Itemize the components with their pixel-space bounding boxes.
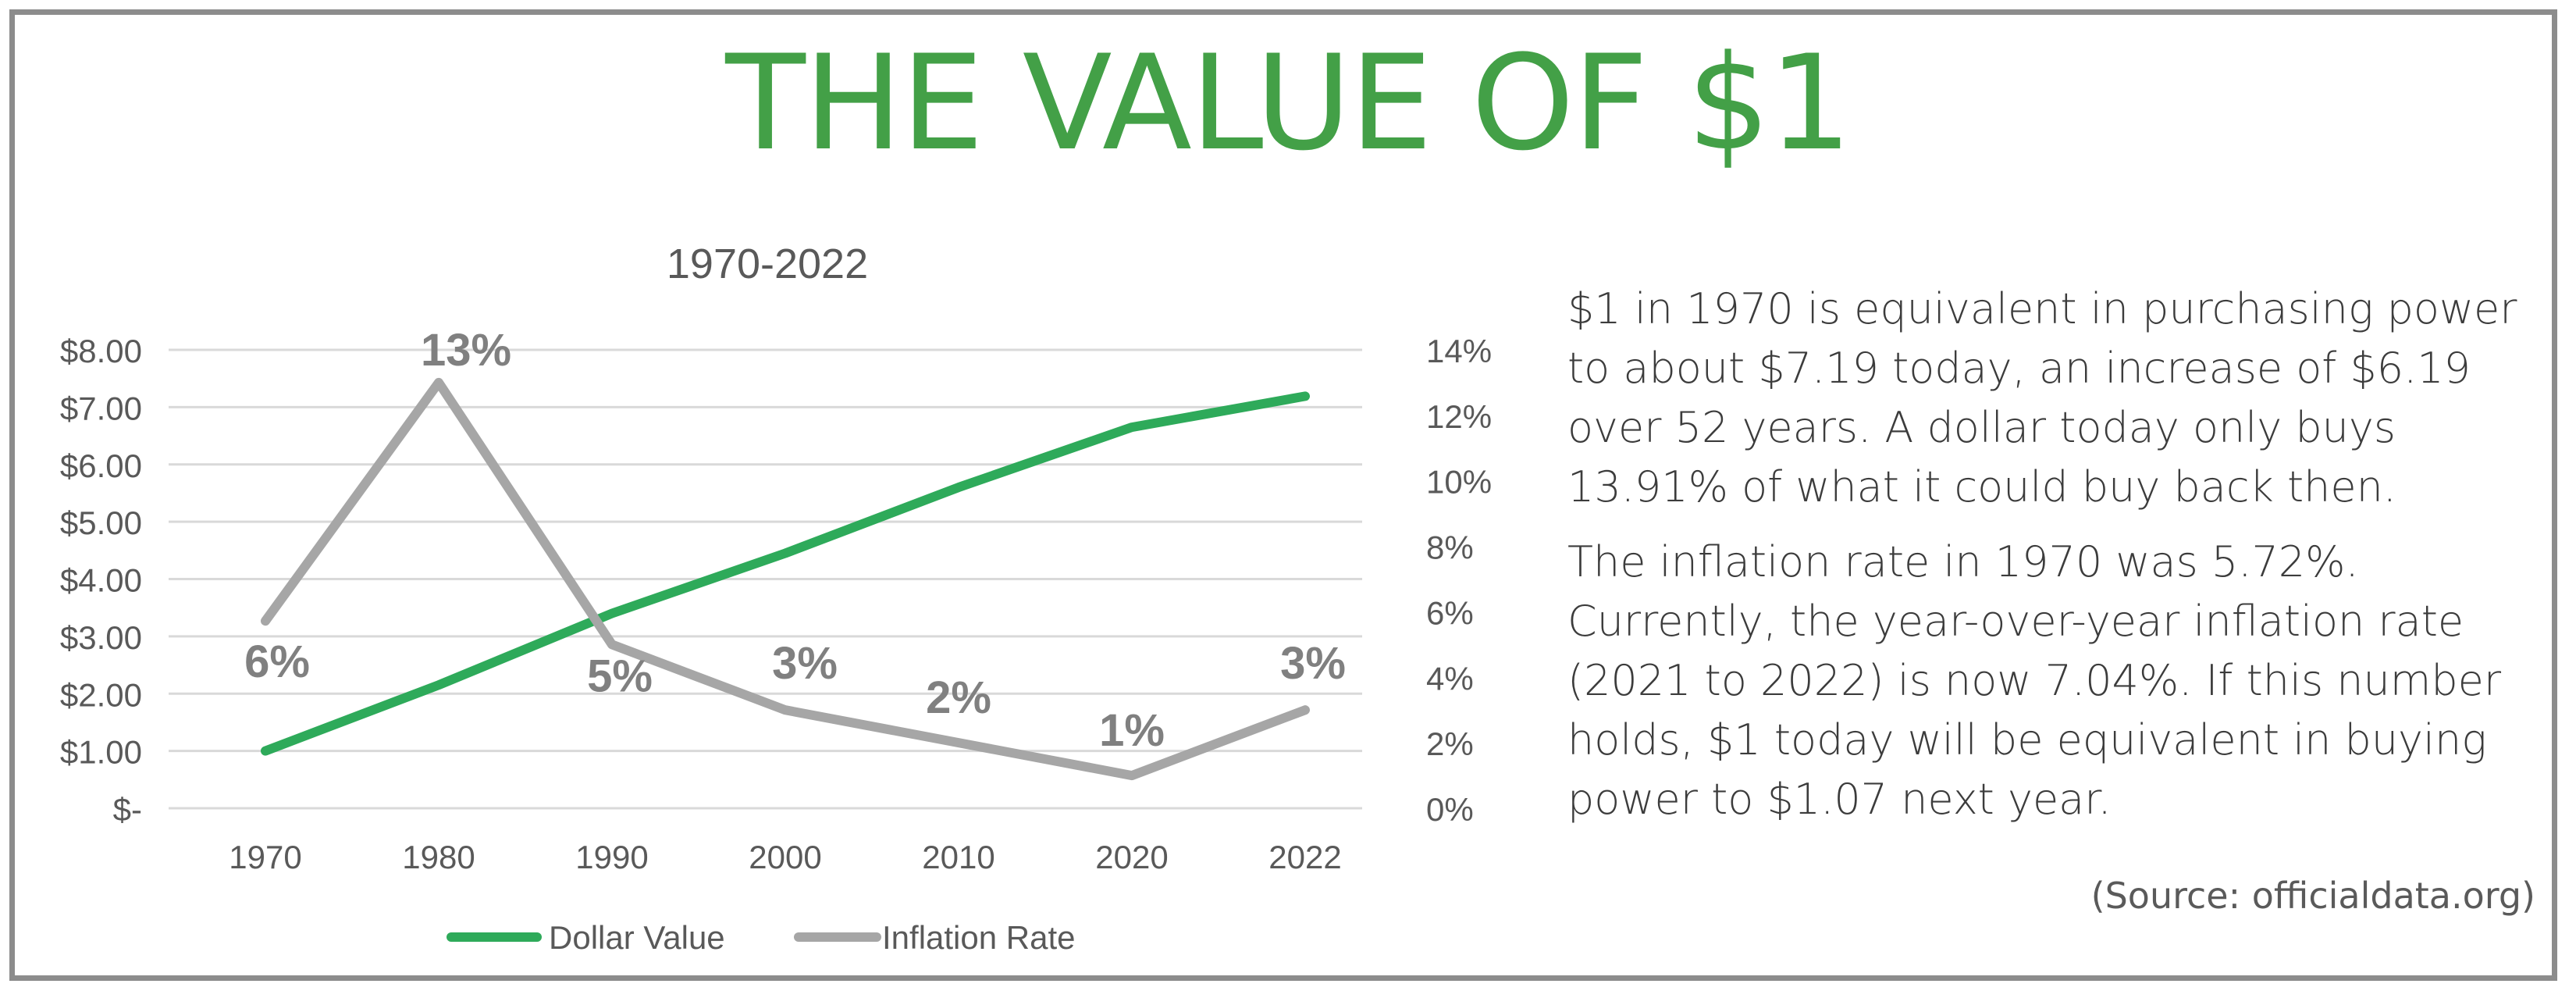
y-right-tick-label: 2%	[1426, 725, 1474, 762]
x-axis: 1970 1980 1990 2000 2010 2020 2022	[229, 839, 1341, 875]
x-tick-label: 1990	[575, 839, 648, 875]
y-left-tick-label: $-	[113, 791, 142, 828]
infographic-frame	[9, 9, 2557, 981]
y-right-tick-label: 10%	[1426, 464, 1492, 501]
y-right-tick-label: 0%	[1426, 791, 1474, 828]
page-title: THE VALUE OF $1	[725, 27, 1852, 180]
x-tick-label: 2020	[1095, 839, 1168, 875]
inflation-data-label: 6%	[244, 636, 310, 687]
x-tick-label: 1970	[229, 839, 301, 875]
y-left-tick-label: $4.00	[60, 562, 142, 599]
series-lines	[261, 377, 1310, 781]
inflation-data-label: 1%	[1099, 705, 1165, 756]
legend-label-dollar-value: Dollar Value	[549, 919, 725, 956]
y-axis-right: 0% 2% 4% 6% 8% 10% 12% 14%	[1426, 333, 1492, 828]
series-line-inflation-rate	[261, 377, 1310, 781]
description-paragraph-2: The inflation rate in 1970 was 5.72%. Cu…	[1567, 537, 2502, 824]
inflation-data-label: 3%	[772, 638, 838, 689]
source-note: (Source: officialdata.org)	[2090, 875, 2535, 917]
y-right-tick-label: 12%	[1426, 398, 1492, 435]
x-tick-label: 2000	[749, 839, 821, 875]
y-left-tick-label: $3.00	[60, 619, 142, 656]
y-right-tick-label: 8%	[1426, 529, 1474, 566]
y-left-tick-label: $7.00	[60, 390, 142, 426]
inflation-data-label: 5%	[587, 650, 653, 701]
chart-title: 1970-2022	[667, 241, 868, 287]
y-right-tick-label: 6%	[1426, 594, 1474, 631]
inflation-data-label: 13%	[421, 325, 511, 376]
gridlines	[169, 348, 1362, 810]
y-left-tick-label: $1.00	[60, 734, 142, 771]
y-left-tick-label: $8.00	[60, 333, 142, 369]
x-tick-label: 2022	[1268, 839, 1341, 875]
inflation-data-label: 2%	[926, 672, 991, 723]
x-tick-label: 1980	[402, 839, 475, 875]
description-paragraph-1: $1 in 1970 is equivalent in purchasing p…	[1567, 284, 2517, 511]
y-left-tick-label: $2.00	[60, 676, 142, 713]
legend: Dollar Value Inflation Rate	[447, 919, 1076, 956]
y-left-tick-label: $6.00	[60, 447, 142, 484]
y-axis-left: $- $1.00 $2.00 $3.00 $4.00 $5.00 $6.00 $7.00 $8.…	[60, 333, 142, 828]
data-labels: 6% 13% 5% 3% 2% 1% 3%	[244, 325, 1346, 756]
y-right-tick-label: 4%	[1426, 660, 1474, 697]
y-left-tick-label: $5.00	[60, 504, 142, 541]
x-tick-label: 2010	[922, 839, 994, 875]
y-right-tick-label: 14%	[1426, 333, 1492, 369]
series-line-dollar-value	[261, 391, 1310, 756]
legend-label-inflation-rate: Inflation Rate	[882, 919, 1076, 956]
inflation-data-label: 3%	[1280, 638, 1346, 689]
